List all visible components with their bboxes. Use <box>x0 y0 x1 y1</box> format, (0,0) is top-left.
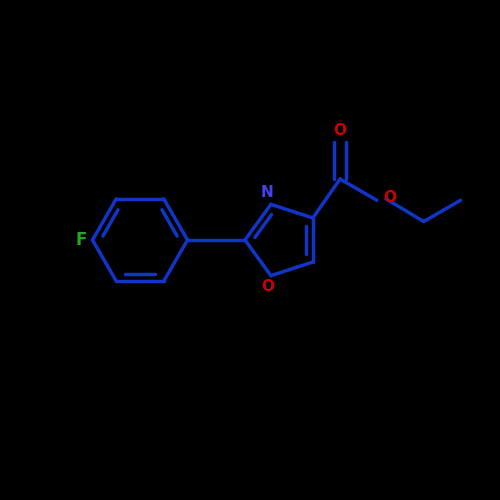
Text: O: O <box>383 190 396 206</box>
Text: O: O <box>261 278 274 293</box>
Text: O: O <box>334 123 346 138</box>
Text: F: F <box>76 231 87 249</box>
Text: N: N <box>260 185 274 200</box>
